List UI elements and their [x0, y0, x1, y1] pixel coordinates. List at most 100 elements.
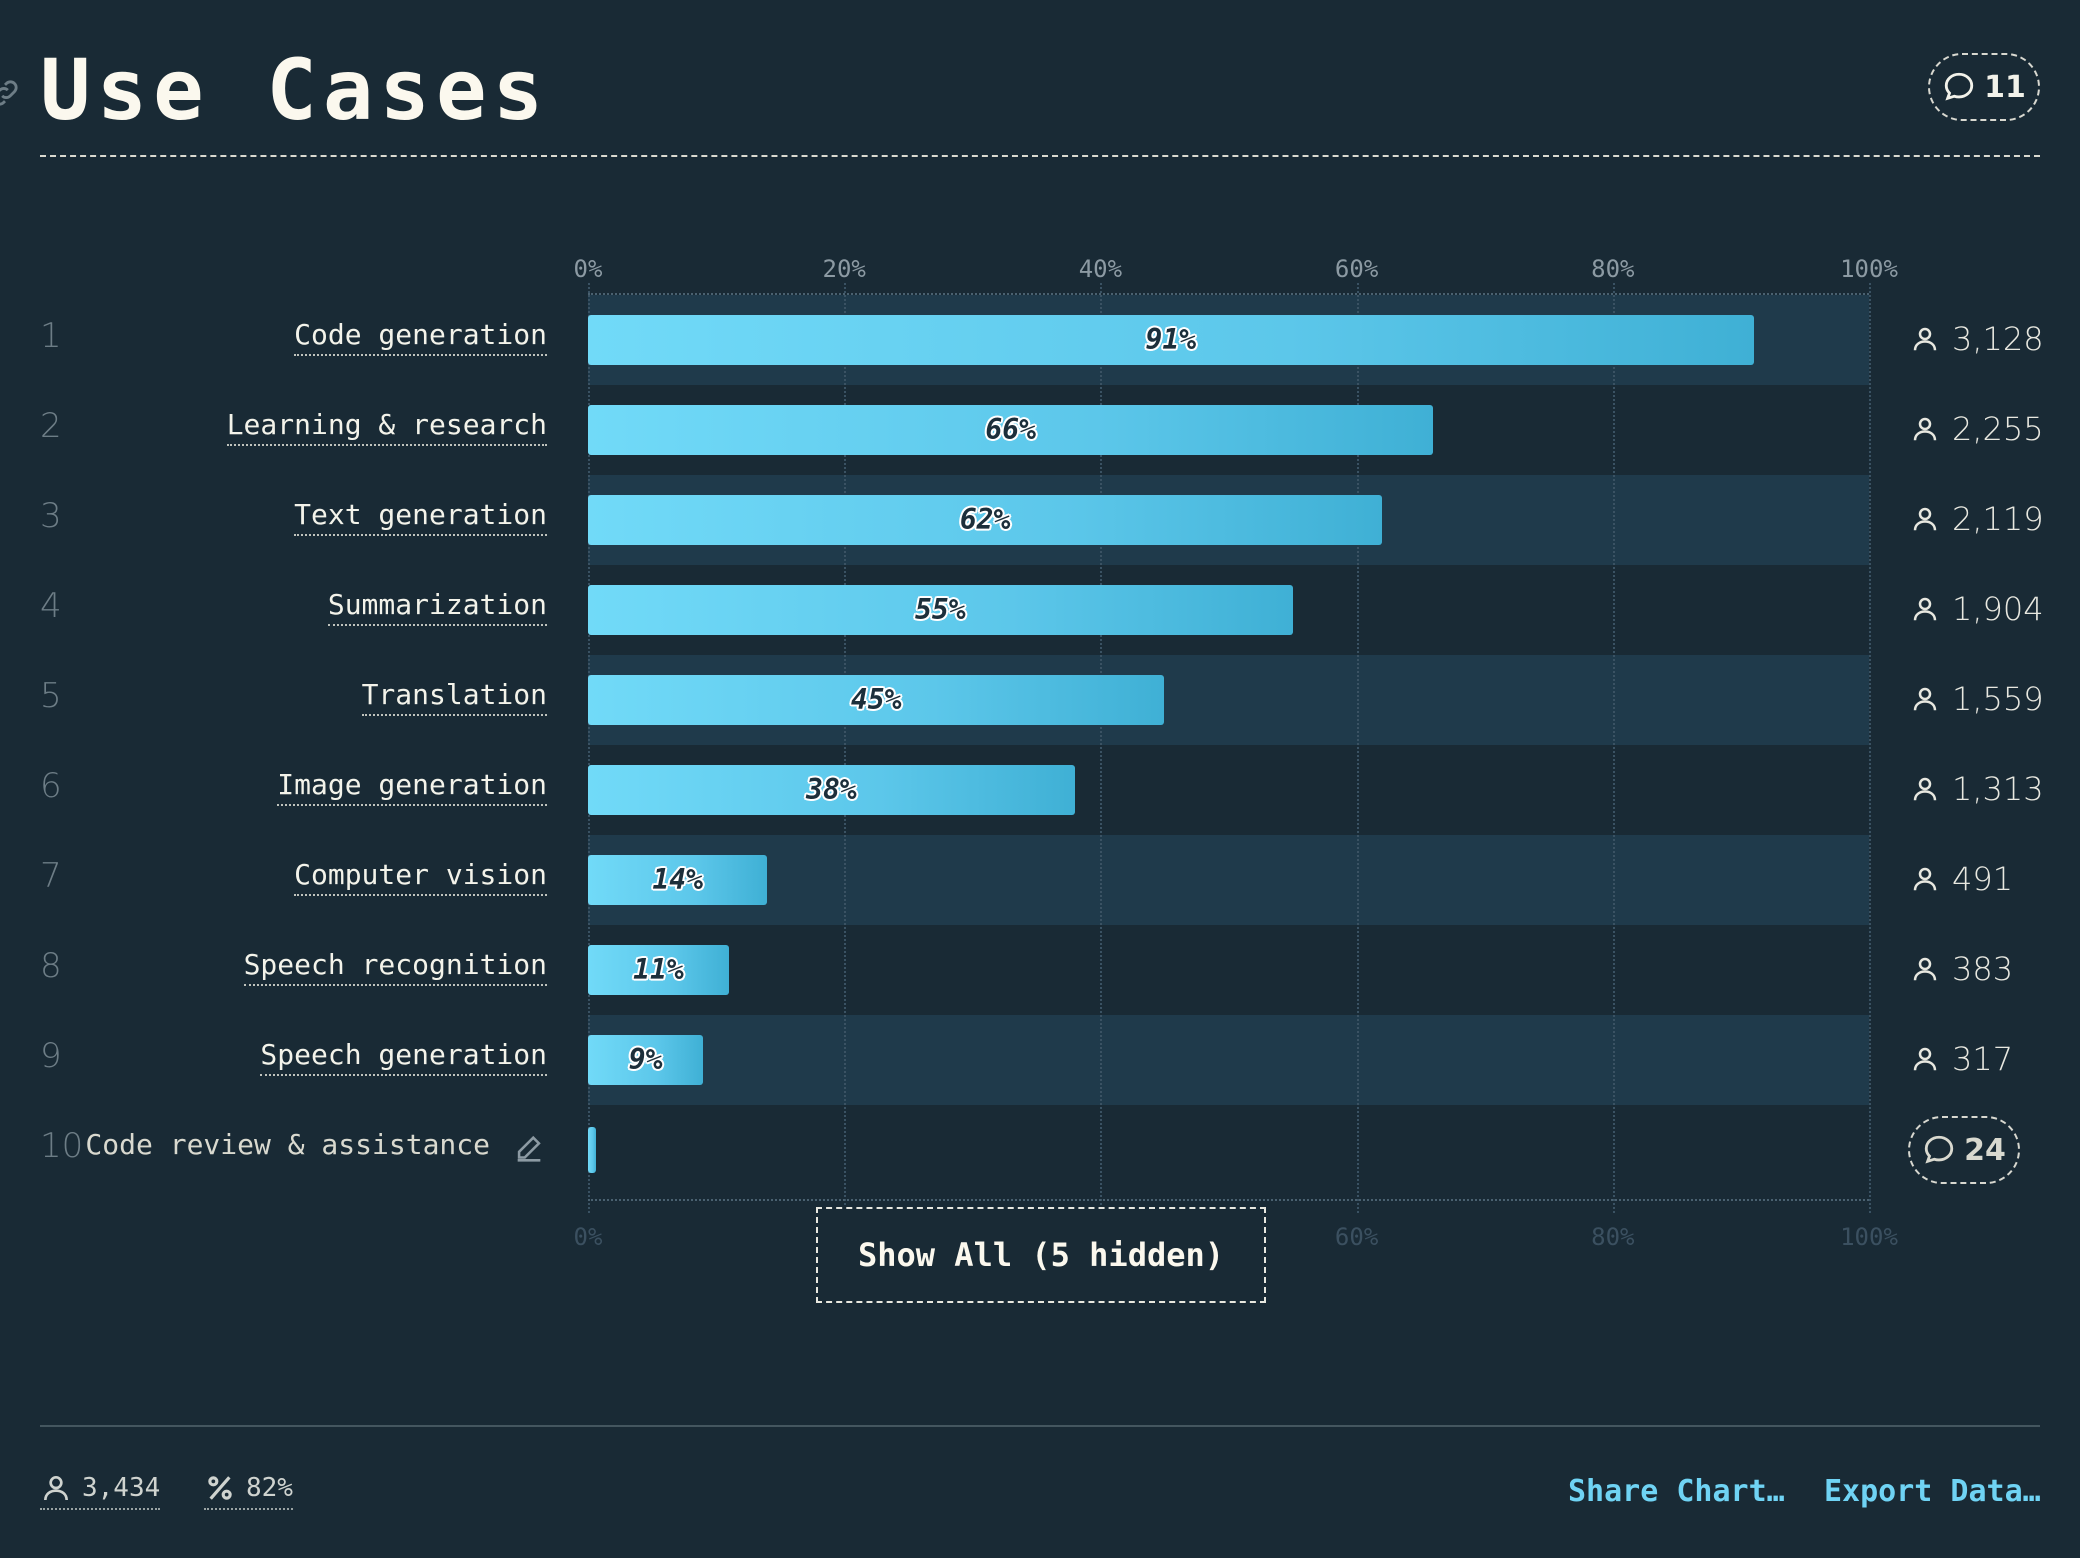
bar[interactable]	[588, 1127, 596, 1173]
export-data-link[interactable]: Export Data…	[1824, 1474, 2041, 1509]
comments-button[interactable]: 11	[1928, 53, 2040, 121]
bar[interactable]	[588, 495, 1383, 545]
bar[interactable]	[588, 675, 1165, 725]
row-rank: 2	[40, 406, 62, 446]
row-rank: 9	[40, 1036, 62, 1076]
x-tick-label-top: 80%	[1591, 255, 1635, 283]
person-icon	[1913, 417, 1937, 441]
respondents-value: 3,434	[82, 1473, 161, 1503]
row-category-label[interactable]: Code generation	[294, 318, 547, 356]
row-rank: 8	[40, 946, 62, 986]
title-divider	[40, 155, 2040, 157]
person-icon	[1913, 867, 1937, 891]
x-tick-label-top: 40%	[1078, 255, 1123, 283]
percent-value: 82%	[246, 1473, 293, 1503]
row-respondent-count: 1,559	[1910, 680, 2044, 718]
row-rank: 4	[40, 586, 62, 626]
row-rank: 6	[40, 766, 62, 806]
count-value: 1,904	[1952, 590, 2044, 628]
row-category-label[interactable]: Summarization	[327, 588, 547, 626]
speech-bubble-icon	[1944, 72, 1974, 101]
row-category-label[interactable]: Computer vision	[294, 858, 547, 896]
row-respondent-count: 3,128	[1910, 320, 2044, 358]
total-respondents[interactable]: 3,434	[40, 1472, 161, 1510]
bar-value-label: 66%	[985, 413, 1037, 446]
person-icon	[1913, 777, 1937, 801]
grid-line	[844, 283, 847, 1213]
bar[interactable]	[588, 945, 729, 995]
bar[interactable]	[588, 585, 1293, 635]
bar[interactable]	[588, 405, 1434, 455]
row-category-label[interactable]: Translation	[361, 678, 547, 716]
row-rank: 10	[40, 1126, 84, 1166]
show-all-button[interactable]: Show All (5 hidden)	[816, 1207, 1266, 1303]
grid-line	[1100, 283, 1103, 1213]
count-value: 1,559	[1952, 680, 2044, 718]
x-tick-label-bottom: 100%	[1840, 1223, 1898, 1251]
share-chart-link[interactable]: Share Chart…	[1568, 1474, 1785, 1509]
x-axis-bottom	[588, 1199, 1869, 1201]
bar-value-label: 91%	[1145, 323, 1197, 356]
row-category-label[interactable]: Code review & assistance	[85, 1128, 490, 1161]
bar[interactable]	[588, 1035, 704, 1085]
count-value: 1,313	[1952, 770, 2044, 808]
grid-line	[1356, 283, 1359, 1213]
x-tick-label-bottom: 80%	[1591, 1223, 1635, 1251]
count-value: 2,255	[1952, 410, 2044, 448]
grid-line	[1612, 283, 1615, 1213]
link-icon[interactable]	[0, 76, 22, 110]
row-respondent-count: 383	[1910, 950, 2013, 988]
x-tick-label-bottom: 0%	[573, 1223, 603, 1251]
bar[interactable]	[588, 315, 1754, 365]
footer-divider	[40, 1425, 2040, 1427]
bar[interactable]	[588, 855, 768, 905]
row-rank: 1	[40, 316, 62, 356]
speech-bubble-icon	[1924, 1135, 1954, 1164]
bar-value-label: 11%	[633, 953, 684, 986]
row-rank: 3	[40, 496, 62, 536]
page-title: Use Cases	[40, 41, 550, 139]
person-icon	[44, 1476, 68, 1501]
bar-value-label: 9%	[628, 1043, 663, 1076]
bar-value-label: 55%	[914, 593, 966, 626]
person-icon	[1913, 597, 1937, 621]
count-value: 383	[1952, 950, 2014, 988]
row-respondent-count: 317	[1910, 1040, 2013, 1078]
row-band	[588, 1015, 1869, 1105]
person-icon	[1913, 687, 1937, 711]
count-value: 3,128	[1952, 320, 2044, 358]
grid-line	[588, 283, 590, 1213]
row-comments-button[interactable]: 24	[1908, 1116, 2020, 1184]
person-icon	[1913, 1047, 1937, 1071]
row-respondent-count: 1,904	[1910, 590, 2044, 628]
x-tick-label-top: 100%	[1840, 255, 1898, 283]
row-category-label[interactable]: Text generation	[294, 498, 547, 536]
row-rank: 5	[40, 676, 62, 716]
person-icon	[1913, 507, 1937, 531]
row-category-label[interactable]: Speech recognition	[243, 948, 547, 986]
x-axis-top	[588, 293, 1869, 295]
bar-value-label: 45%	[850, 683, 902, 716]
pencil-icon[interactable]	[512, 1132, 546, 1166]
row-category-label[interactable]: Speech generation	[260, 1038, 547, 1076]
bar[interactable]	[588, 765, 1075, 815]
grid-line	[1869, 283, 1871, 1213]
row-category-label[interactable]: Image generation	[277, 768, 547, 806]
row-respondent-count: 2,255	[1910, 410, 2044, 448]
x-tick-label-top: 20%	[822, 255, 866, 283]
count-value: 317	[1952, 1040, 2014, 1078]
completion-percent[interactable]: 82%	[204, 1472, 293, 1510]
x-tick-label-top: 60%	[1334, 255, 1379, 283]
row-rank: 7	[40, 856, 62, 896]
bar-value-label: 14%	[652, 863, 703, 896]
percent-icon	[208, 1476, 232, 1500]
comment-count: 11	[1984, 69, 2026, 105]
bar-value-label: 38%	[806, 773, 857, 806]
bar-value-label: 62%	[959, 503, 1011, 536]
row-respondent-count: 491	[1910, 860, 2013, 898]
row-category-label[interactable]: Learning & research	[226, 408, 547, 446]
comment-count: 24	[1964, 1132, 2006, 1168]
count-value: 2,119	[1952, 500, 2044, 538]
person-icon	[1913, 957, 1937, 981]
x-tick-label-bottom: 60%	[1334, 1223, 1379, 1251]
